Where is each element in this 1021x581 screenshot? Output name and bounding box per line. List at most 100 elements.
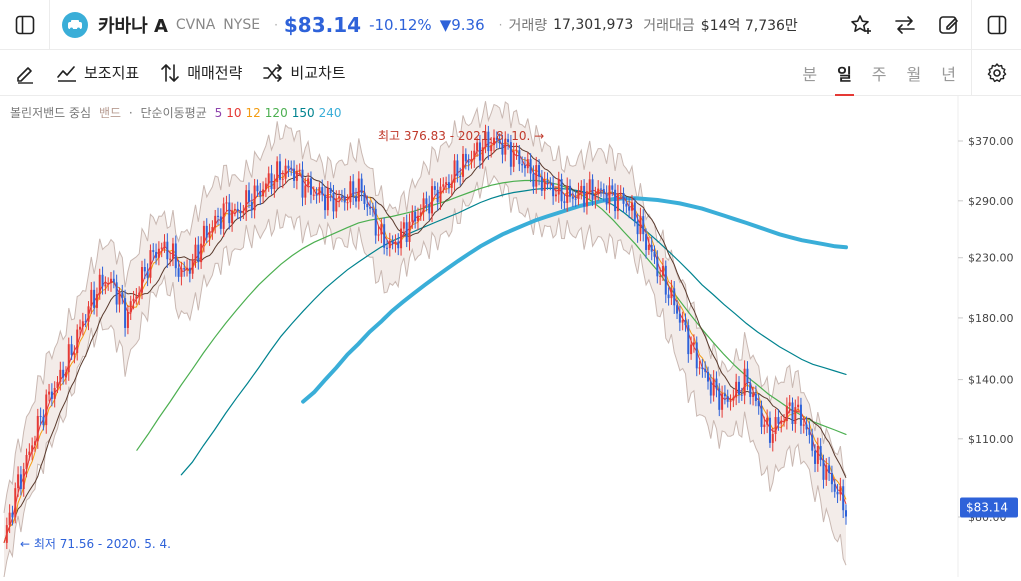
candle-body [442, 184, 445, 187]
candle-body [554, 194, 557, 197]
candle-body [757, 401, 760, 407]
candle-body [611, 185, 614, 190]
candle-body [214, 215, 217, 227]
candle-body [602, 188, 605, 194]
top-bar: 카바나 A CVNA NYSE · $83.14 -10.12% ▼9.36 ·… [0, 0, 1021, 50]
candle-body [709, 381, 712, 396]
candle-body [284, 165, 287, 179]
compare-label: 비교차트 [290, 64, 346, 82]
separator-dot: · [498, 17, 503, 32]
change-percent: -10.12% [369, 15, 432, 34]
candle-body [225, 202, 228, 204]
favorite-button[interactable] [847, 11, 875, 39]
candle-body [98, 274, 101, 295]
candle-body [653, 251, 656, 257]
candle-body [388, 240, 391, 249]
candle-body [518, 150, 521, 165]
panel-left-icon [15, 15, 34, 34]
candle-body [290, 168, 293, 170]
indicator-legend: 볼린저밴드 중심 밴드 · 단순이동평균 5 10 12 120 150 240 [10, 104, 350, 121]
candle-body [783, 421, 786, 423]
candle-body [270, 173, 273, 190]
candle-body [766, 417, 769, 425]
candle-body [523, 165, 526, 169]
candle-body [698, 367, 701, 369]
price-chart[interactable]: 볼린저밴드 중심 밴드 · 단순이동평균 5 10 12 120 150 240 $370… [0, 96, 1021, 578]
candle-body [39, 415, 42, 417]
candle-body [563, 201, 566, 203]
candle-body [591, 179, 594, 200]
candle-body [763, 424, 766, 427]
candle-body [281, 178, 284, 180]
sma-20-line [3, 144, 847, 544]
tab-year[interactable]: 년 [941, 65, 956, 84]
candle-body [481, 147, 484, 161]
swap-button[interactable] [891, 11, 919, 39]
candle-body [326, 187, 329, 211]
candle-body [202, 225, 205, 244]
candle-body [478, 142, 481, 161]
candle-body [219, 216, 222, 229]
candle-body [264, 183, 267, 190]
candle-body [33, 441, 36, 446]
candle-body [267, 173, 270, 184]
candle-body [121, 292, 124, 299]
left-panel-toggle[interactable] [0, 0, 50, 50]
candle-body [177, 268, 180, 277]
candle-body [788, 402, 791, 406]
tab-month[interactable]: 월 [906, 65, 922, 84]
candle-body [650, 244, 653, 252]
candle-body [608, 185, 611, 205]
volume-value: 17,301,973 [553, 16, 634, 33]
sma-120-line [136, 179, 847, 451]
candle-body [157, 248, 160, 258]
candle-body [357, 178, 360, 202]
indicators-button[interactable]: 보조지표 [56, 62, 139, 84]
candle-body [25, 454, 28, 470]
tab-day[interactable]: 일 [835, 50, 854, 96]
turnover-label: 거래대금 [643, 17, 695, 34]
strategy-button[interactable]: 매매전략 [159, 62, 242, 84]
candle-body [304, 185, 307, 198]
candle-body [315, 194, 318, 196]
chart-canvas[interactable]: $370.00 $290.00 $230.00 $180.00 $140.00 $110.… [0, 96, 1021, 578]
candle-body [822, 460, 825, 480]
right-panel-toggle[interactable] [971, 0, 1021, 50]
candle-body [324, 194, 327, 211]
line-chart-icon [57, 65, 76, 82]
settings-button[interactable] [971, 50, 1021, 96]
candle-body [188, 267, 191, 274]
candle-body [411, 211, 414, 222]
edit-button[interactable] [935, 11, 963, 39]
chart-toolbar: 보조지표 매매전략 비교차트 분 일 주 월 년 [0, 50, 1021, 96]
candle-body [785, 405, 788, 422]
candle-body [614, 189, 617, 212]
tab-week[interactable]: 주 [871, 65, 887, 84]
candle-body [217, 215, 220, 217]
candle-body [67, 344, 70, 373]
candle-body [526, 159, 529, 169]
candle-body [754, 394, 757, 402]
candle-body [560, 178, 563, 202]
turnover-value: $14억 7,736만 [700, 17, 798, 34]
candle-body [76, 329, 79, 354]
candle-body [295, 171, 298, 181]
legend-sma-120: 120 [264, 106, 288, 120]
draw-button[interactable] [14, 62, 36, 84]
candle-body [155, 251, 158, 258]
compare-button[interactable]: 비교차트 [262, 62, 346, 84]
tab-minute[interactable]: 분 [802, 65, 818, 84]
candle-body [22, 469, 25, 489]
candle-body [349, 181, 352, 203]
candle-body [585, 191, 588, 207]
candle-body [797, 404, 800, 408]
candle-body [721, 393, 724, 410]
candle-body [132, 298, 135, 302]
legend-sma-periods: 5 10 12 120 150 240 [215, 106, 346, 120]
y-tick-label: $110.00 [968, 433, 1014, 446]
candle-body [259, 191, 262, 197]
candle-body [194, 244, 197, 260]
candle-body [62, 369, 65, 378]
candle-body [183, 268, 186, 270]
candle-body [509, 142, 512, 167]
